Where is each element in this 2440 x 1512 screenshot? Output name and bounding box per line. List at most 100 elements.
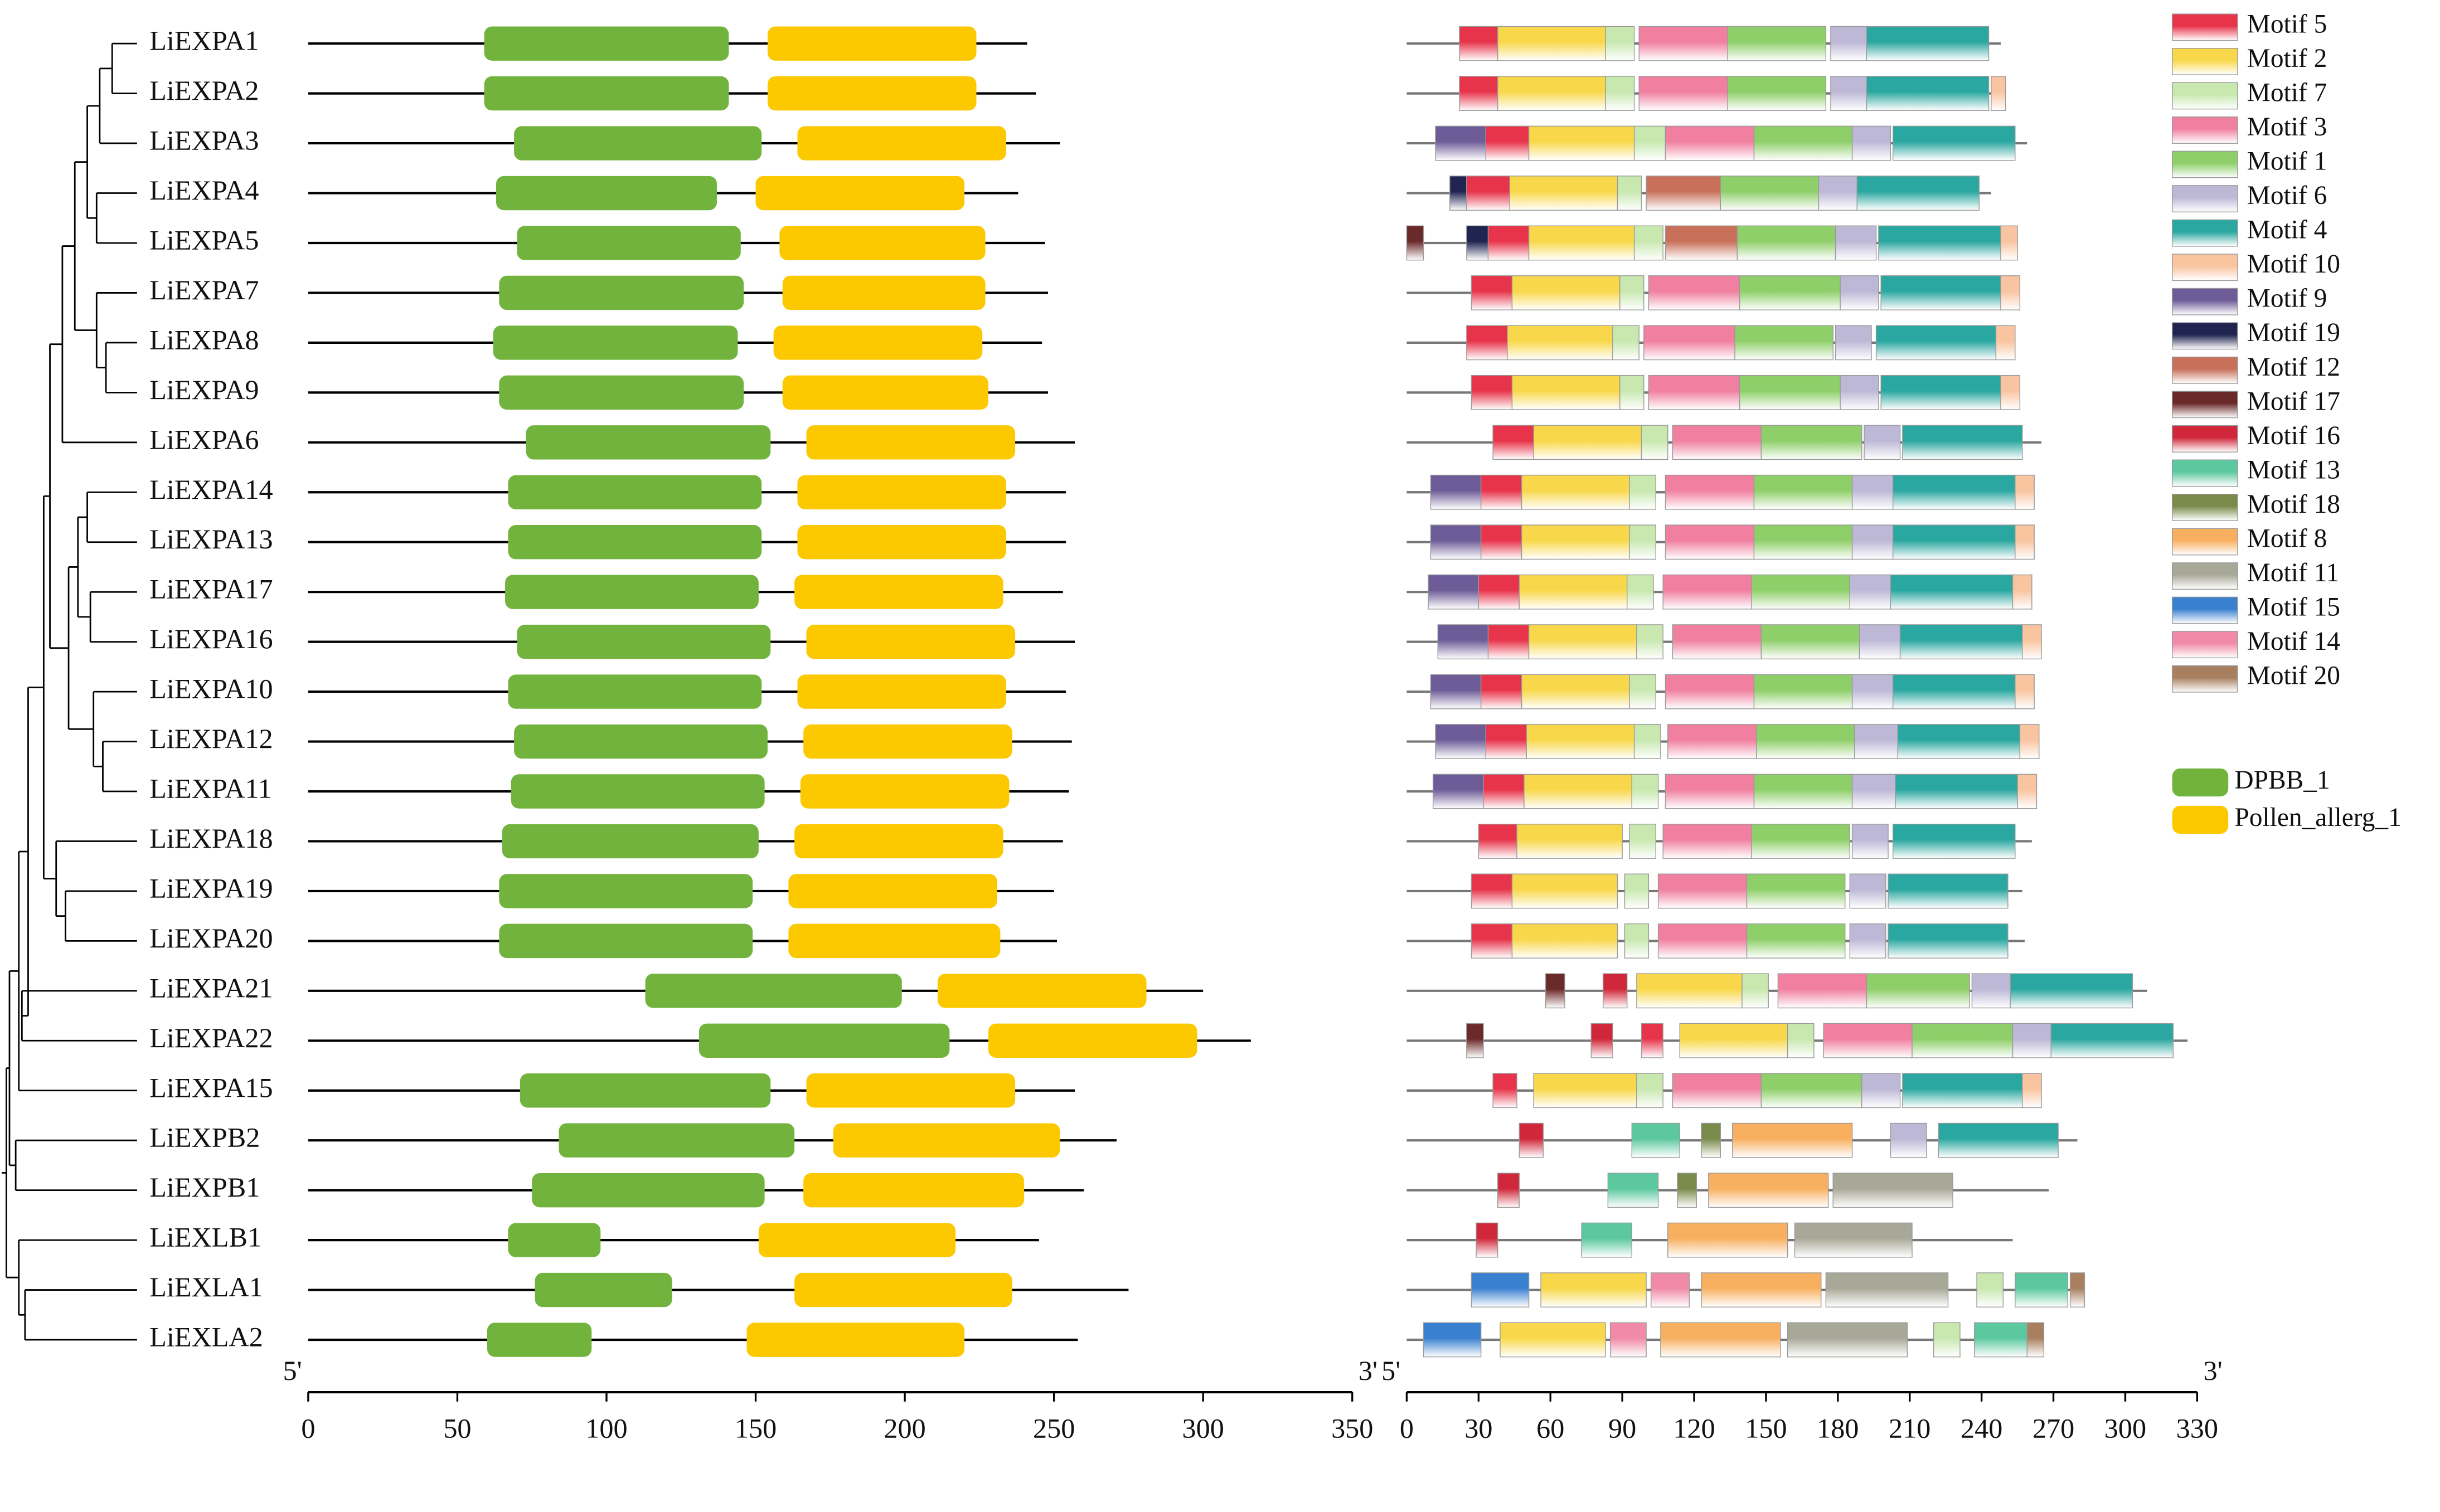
motif-block (1507, 325, 1613, 361)
domain-block (511, 774, 765, 809)
motif-block (1485, 125, 1530, 161)
motif-block (1651, 1272, 1690, 1307)
domain-block (806, 425, 1016, 460)
motif-block (1466, 325, 1508, 361)
motif-block (1751, 574, 1851, 610)
axis-start-label: 5' (283, 1355, 302, 1386)
domain-block (499, 275, 744, 310)
motif-block (1433, 774, 1484, 809)
legend-swatch (2171, 254, 2238, 281)
motif-block (1880, 375, 2001, 410)
gene-name: LiEXPA2 (149, 75, 259, 106)
domain-block (794, 575, 1003, 609)
motif-block (1849, 574, 1891, 610)
domain-block (559, 1123, 795, 1158)
gene-name: LiEXPA13 (149, 523, 273, 555)
gene-name: LiEXPA7 (149, 274, 259, 305)
domain-block (487, 1323, 592, 1357)
domain-block (645, 974, 902, 1008)
motif-block (1753, 125, 1853, 161)
motif-block (1974, 1322, 2027, 1358)
motif-block (1897, 724, 2021, 759)
motif-block (2015, 524, 2035, 560)
motif-block (1736, 225, 1836, 261)
x-tick-label: 150 (1745, 1412, 1787, 1443)
motif-block (1631, 1122, 1680, 1158)
motif-block (1866, 973, 1970, 1009)
x-tick-label: 120 (1673, 1412, 1715, 1443)
motif-block (1540, 1272, 1647, 1307)
x-tick-label: 0 (301, 1412, 315, 1443)
domain-block (532, 1173, 765, 1208)
motif-block (1641, 1023, 1663, 1058)
domain-block (800, 774, 1010, 809)
motif-block (1511, 873, 1618, 909)
motif-block (1516, 824, 1623, 859)
motif-block (1818, 176, 1857, 211)
domain-block (514, 724, 768, 759)
gene-name: LiEXPA5 (149, 225, 259, 256)
motif-block (1533, 425, 1642, 460)
gene-name: LiEXPA18 (149, 823, 273, 854)
legend-label: Motif 4 (2247, 216, 2327, 245)
gene-name: LiEXPA1 (149, 25, 259, 56)
legend-swatch (2171, 13, 2238, 41)
motif-block (1459, 76, 1498, 111)
domain-block (508, 475, 762, 509)
motif-block (1497, 26, 1606, 61)
motif-block (1861, 1073, 1901, 1109)
motif-block (1851, 524, 1894, 560)
motif-block (1892, 524, 2016, 560)
x-tick-label: 60 (1536, 1412, 1564, 1443)
legend-label: Pollen_allerg_1 (2234, 803, 2402, 832)
motif-block (1787, 1322, 1908, 1358)
legend-swatch (2171, 288, 2238, 315)
motif-block (1471, 873, 1513, 909)
motif-block (2012, 574, 2032, 610)
motif-block (1866, 26, 1990, 61)
axis-end-label: 3' (2204, 1355, 2223, 1386)
motif-block (1851, 824, 1889, 859)
legend-label: Motif 14 (2247, 627, 2340, 656)
motif-block (1430, 524, 1482, 560)
motif-block (2026, 1322, 2045, 1358)
motif-block (1471, 923, 1513, 959)
domain-block (767, 26, 977, 61)
legend-label: Motif 2 (2247, 44, 2327, 73)
motif-block (1746, 923, 1846, 959)
motif-block (1830, 76, 1867, 111)
motif-block (1739, 375, 1841, 410)
legend-label: Motif 13 (2247, 455, 2340, 484)
motif-block (1971, 973, 2011, 1009)
motif-block (1487, 624, 1530, 660)
motif-block (2000, 275, 2021, 310)
motif-block (1739, 275, 1841, 310)
motif-block (1880, 275, 2001, 310)
domain-block (788, 923, 1001, 959)
domain-block (758, 1223, 956, 1257)
motif-block (1840, 375, 1879, 410)
motif-block (1619, 275, 1645, 310)
motif-block (1480, 524, 1522, 560)
domain-block (517, 226, 741, 260)
motif-block (1629, 674, 1656, 709)
gene-name: LiEXPA12 (149, 723, 273, 754)
motif-block (1933, 1322, 1961, 1358)
legend-label: Motif 1 (2247, 147, 2327, 176)
motif-block (1423, 1322, 1482, 1358)
motif-block (1672, 1073, 1762, 1109)
legend-swatch (2171, 528, 2238, 556)
motif-block (2012, 1023, 2051, 1058)
domain-block (517, 624, 771, 659)
motif-block (1859, 624, 1901, 660)
x-tick-label: 150 (735, 1412, 777, 1443)
motif-block (1753, 674, 1853, 709)
domain-block (806, 624, 1016, 659)
motif-block (1665, 674, 1755, 709)
motif-block (1511, 375, 1621, 410)
domain-block (484, 26, 729, 61)
motif-block (1823, 1023, 1913, 1058)
legend-swatch (2171, 425, 2238, 453)
domain-block (484, 76, 729, 111)
